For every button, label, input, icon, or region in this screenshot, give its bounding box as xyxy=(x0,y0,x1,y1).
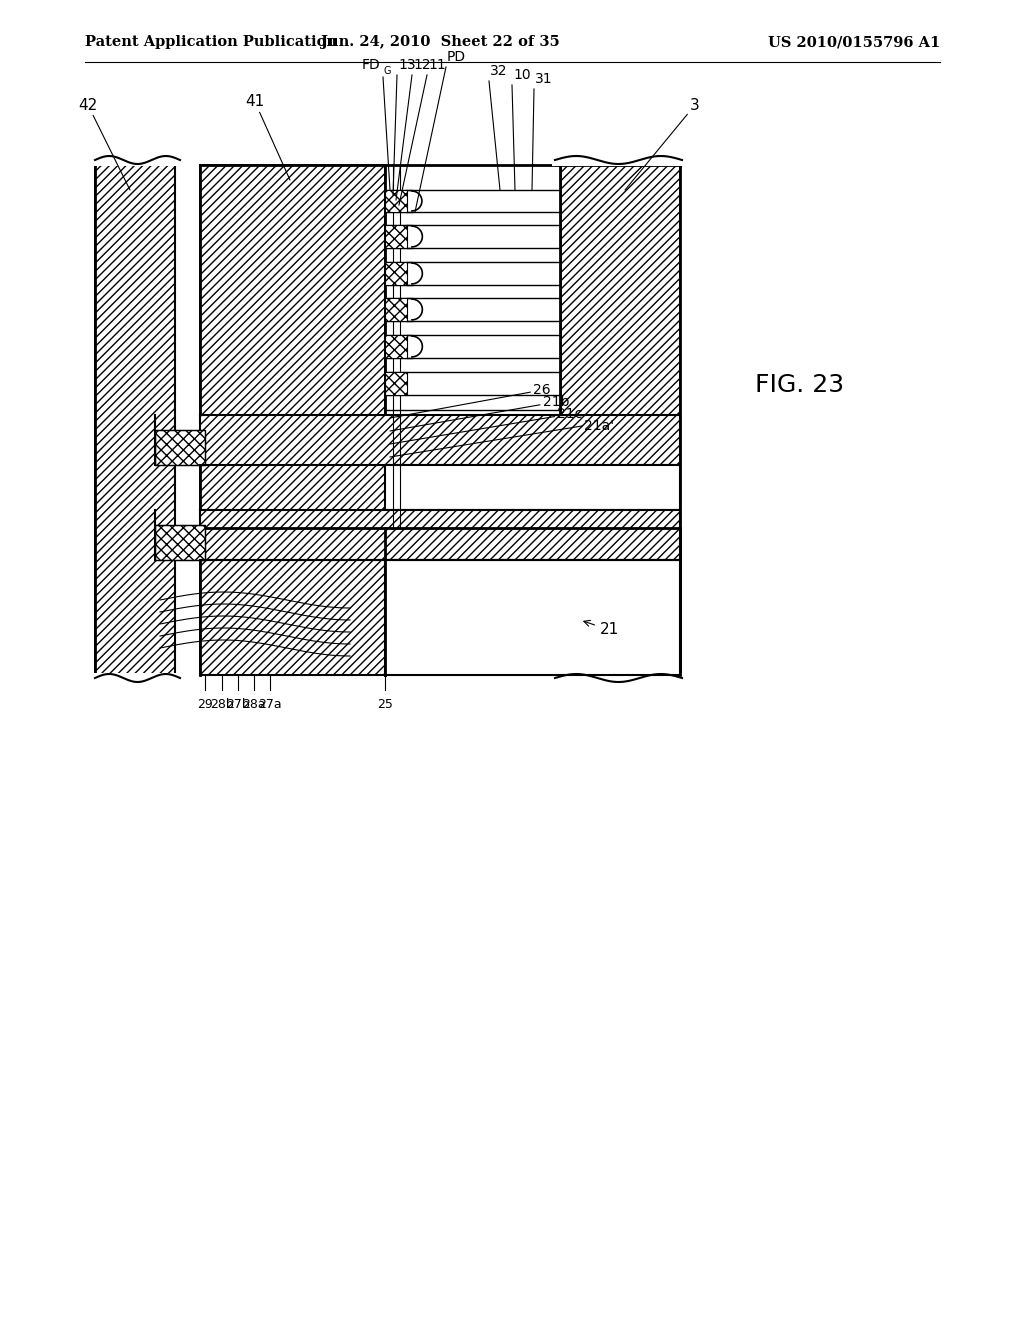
Text: 27a: 27a xyxy=(258,698,282,711)
Text: 12: 12 xyxy=(413,58,431,73)
Text: 21c: 21c xyxy=(390,407,583,444)
Text: 10: 10 xyxy=(513,69,530,82)
Text: Patent Application Publication: Patent Application Publication xyxy=(85,36,337,49)
Bar xyxy=(385,224,407,248)
Bar xyxy=(560,165,680,675)
Text: 28a: 28a xyxy=(243,698,266,711)
Text: 11: 11 xyxy=(428,58,445,73)
Bar xyxy=(200,165,385,675)
Text: 27b: 27b xyxy=(226,698,250,711)
Text: 21b: 21b xyxy=(390,395,569,432)
Bar xyxy=(385,261,407,285)
Bar xyxy=(385,190,407,213)
Bar xyxy=(385,165,560,528)
Text: 29: 29 xyxy=(198,698,213,711)
Bar xyxy=(385,335,407,358)
Text: 32: 32 xyxy=(490,63,508,78)
Bar xyxy=(155,430,205,465)
Bar xyxy=(94,673,184,725)
Bar xyxy=(155,525,205,560)
Text: 31: 31 xyxy=(535,73,553,86)
Text: Jun. 24, 2010  Sheet 22 of 35: Jun. 24, 2010 Sheet 22 of 35 xyxy=(321,36,559,49)
Bar xyxy=(385,560,680,675)
Bar xyxy=(155,430,205,465)
Text: 21a': 21a' xyxy=(584,418,614,433)
Bar xyxy=(200,510,680,560)
Text: US 2010/0155796 A1: US 2010/0155796 A1 xyxy=(768,36,940,49)
Bar xyxy=(385,298,407,321)
Text: 21: 21 xyxy=(584,620,620,638)
Bar xyxy=(94,116,184,166)
Bar xyxy=(385,465,680,510)
Text: FIG. 23: FIG. 23 xyxy=(756,374,845,397)
Bar xyxy=(385,372,407,395)
Text: 25: 25 xyxy=(377,698,393,711)
Text: 28b: 28b xyxy=(210,698,233,711)
Text: 3: 3 xyxy=(625,98,699,190)
Bar xyxy=(155,525,205,560)
Text: 42: 42 xyxy=(79,98,130,190)
Bar xyxy=(95,165,175,675)
Text: G: G xyxy=(383,66,390,77)
Bar xyxy=(200,414,680,465)
Text: 41: 41 xyxy=(246,95,290,180)
Text: 26: 26 xyxy=(390,383,551,418)
Text: FD: FD xyxy=(361,58,380,73)
Text: 13: 13 xyxy=(398,58,416,73)
Bar xyxy=(552,673,684,725)
Text: PD: PD xyxy=(447,50,466,63)
Bar xyxy=(552,116,684,166)
